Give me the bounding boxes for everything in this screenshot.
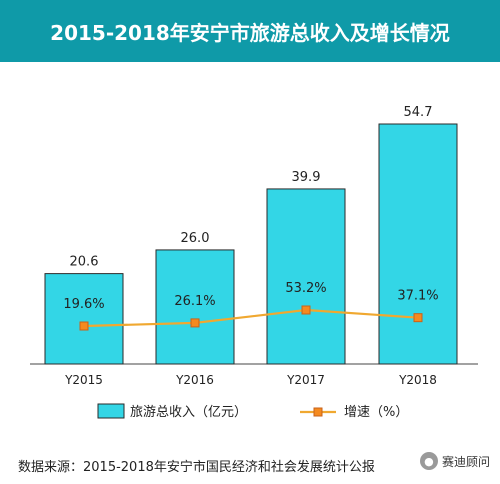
wechat-icon: ● [419,452,438,470]
chart: 20.6 Y2015 26.0 Y2016 39.9 Y2017 54.7 Y2018 19.6… [30,105,478,420]
labels-group: 20.6 Y2015 26.0 Y2016 39.9 Y2017 54.7 Y2018 19.6… [63,105,438,387]
growth-value-label: 37.1% [397,289,438,304]
wechat-label: 赛迪顾问 [441,454,490,469]
bar-Y2017 [266,188,346,365]
growth-marker [190,318,200,328]
growth-value-label: 19.6% [63,297,104,312]
bar-value-label: 26.0 [181,231,210,246]
legend: 旅游总收入（亿元） 增速（%） [97,403,408,420]
legend-line-marker [313,407,323,417]
bar-Y2016 [155,249,235,365]
bar-Y2015 [44,273,124,365]
growth-value-label: 53.2% [285,281,326,296]
legend-bar-swatch [97,403,125,419]
category-tick-label: Y2017 [286,373,325,387]
growth-line [83,308,419,328]
legend-bar-label: 旅游总收入（亿元） [130,405,247,420]
growth-marker [79,321,89,331]
data-source-note: 数据来源：2015-2018年安宁市国民经济和社会发展统计公报 [18,460,375,475]
bar-value-label: 54.7 [404,105,433,120]
category-tick-label: Y2016 [175,373,214,387]
legend-line-label: 增速（%） [344,405,408,420]
growth-line-group [79,305,423,331]
chart-title-bar: 2015-2018年安宁市旅游总收入及增长情况 [0,0,500,62]
growth-marker [301,305,311,315]
bar-value-label: 20.6 [70,255,99,270]
category-tick-label: Y2018 [398,373,437,387]
chart-title: 2015-2018年安宁市旅游总收入及增长情况 [50,20,450,45]
growth-marker [413,313,423,323]
bar-Y2018 [378,123,458,365]
bar-value-label: 39.9 [292,170,321,185]
growth-value-label: 26.1% [174,294,215,309]
wechat-watermark: ● 赛迪顾问 [419,452,490,470]
category-tick-label: Y2015 [64,373,103,387]
bars-group [30,123,478,365]
